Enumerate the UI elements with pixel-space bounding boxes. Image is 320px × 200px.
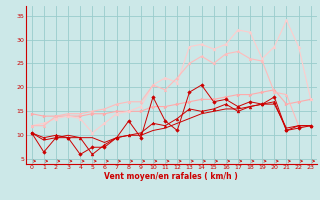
X-axis label: Vent moyen/en rafales ( km/h ): Vent moyen/en rafales ( km/h ) (104, 172, 238, 181)
